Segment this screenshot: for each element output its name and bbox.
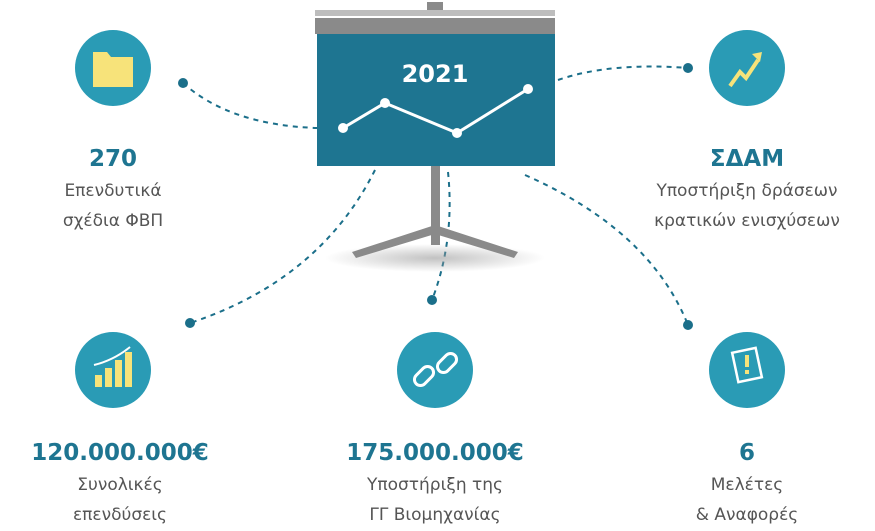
board-year: 2021 [402, 60, 469, 88]
item-label: ΓΓ Βιομηχανίας [369, 505, 500, 525]
item-label: Μελέτες [711, 475, 784, 495]
infographic: 2021 270 Επενδυτικά σχέδια ΦΒΠ ΣΔΑΜ Υποστήρι… [0, 0, 875, 531]
item-label: Συνολικές [77, 475, 162, 495]
item-label: επενδύσεις [73, 505, 167, 525]
item-value: ΣΔΑΜ [710, 146, 784, 172]
item-value: 6 [739, 440, 755, 466]
item-label: σχέδια ΦΒΠ [63, 211, 163, 231]
item-label: κρατικών ενισχύσεων [654, 211, 840, 231]
item-label: & Αναφορές [696, 505, 799, 525]
board: 2021 [315, 2, 555, 272]
item-label: Υποστήριξη της [366, 475, 503, 495]
item-value: 270 [89, 146, 137, 172]
item-label: Υποστήριξη δράσεων [655, 181, 837, 201]
item-value: 175.000.000€ [346, 440, 524, 466]
item-label: Επενδυτικά [64, 181, 161, 201]
item-value: 120.000.000€ [31, 440, 209, 466]
